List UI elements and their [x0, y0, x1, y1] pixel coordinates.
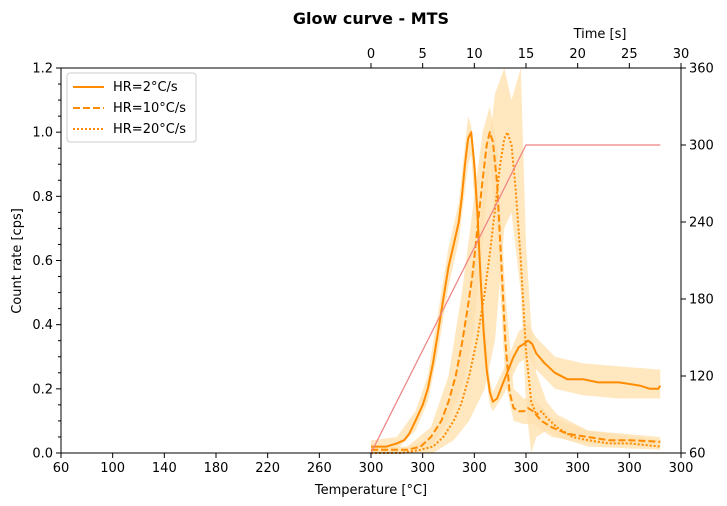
x-tick-label: 60 — [53, 461, 70, 476]
x-tick-label: 100 — [100, 461, 125, 476]
y2-tick-label: 240 — [689, 216, 714, 231]
series-line-hr10 — [371, 131, 661, 451]
legend-label-hr2: HR=2°C/s — [113, 80, 178, 95]
x-axis-label: Temperature [°C] — [314, 483, 427, 498]
y-tick-label: 1.0 — [32, 126, 53, 141]
legend-label-hr10: HR=10°C/s — [113, 101, 186, 116]
top-tick-label: 15 — [518, 47, 535, 62]
y2-tick-label: 180 — [689, 293, 714, 308]
x-tick-label: 300 — [617, 461, 642, 476]
x-tick-label: 300 — [462, 461, 487, 476]
x-tick-label: 220 — [255, 461, 280, 476]
x-tick-label: 260 — [307, 461, 332, 476]
x-tick-label: 300 — [514, 461, 539, 476]
top-axis-label: Time [s] — [573, 27, 627, 42]
top-tick-label: 20 — [569, 47, 586, 62]
y-tick-label: 0.6 — [32, 254, 53, 269]
top-tick-label: 30 — [673, 47, 690, 62]
x-tick-label: 140 — [152, 461, 177, 476]
series-line-hr2 — [371, 131, 662, 448]
x-tick-label: 300 — [669, 461, 694, 476]
y-tick-label: 0.4 — [32, 318, 53, 333]
y-tick-label: 1.2 — [32, 62, 53, 77]
x-tick-label: 300 — [359, 461, 384, 476]
x-tick-label: 300 — [410, 461, 435, 476]
legend-label-hr20: HR=20°C/s — [113, 122, 186, 137]
top-tick-label: 5 — [419, 47, 427, 62]
top-tick-label: 25 — [621, 47, 638, 62]
series-line-hr20 — [371, 131, 661, 454]
series-lines — [370, 131, 662, 454]
uncertainty-bands — [371, 68, 661, 453]
y-tick-label: 0.0 — [32, 447, 53, 462]
chart-title: Glow curve - MTS — [293, 9, 449, 28]
x-tick-label: 180 — [204, 461, 229, 476]
legend-box — [66, 72, 197, 143]
legend: HR=2°C/s HR=10°C/s HR=20°C/s — [66, 72, 197, 143]
top-tick-label: 0 — [367, 47, 375, 62]
y-tick-label: 0.8 — [32, 190, 53, 205]
band-hr2 — [371, 116, 661, 453]
y2-tick-label: 120 — [689, 370, 714, 385]
temperature-ramp-line — [370, 144, 661, 454]
y2-tick-label: 300 — [689, 139, 714, 154]
x-tick-label: 300 — [565, 461, 590, 476]
y2-tick-label: 360 — [689, 62, 714, 77]
top-tick-label: 10 — [466, 47, 483, 62]
y-axis-label: Count rate [cps] — [10, 208, 25, 314]
band-hr20 — [371, 68, 661, 453]
y2-tick-label: 60 — [689, 447, 706, 462]
y-tick-label: 0.2 — [32, 382, 53, 397]
axis-ticks: 60 100 140 180 220 260 300 300 300 300 300 300 3000.… — [32, 47, 714, 476]
